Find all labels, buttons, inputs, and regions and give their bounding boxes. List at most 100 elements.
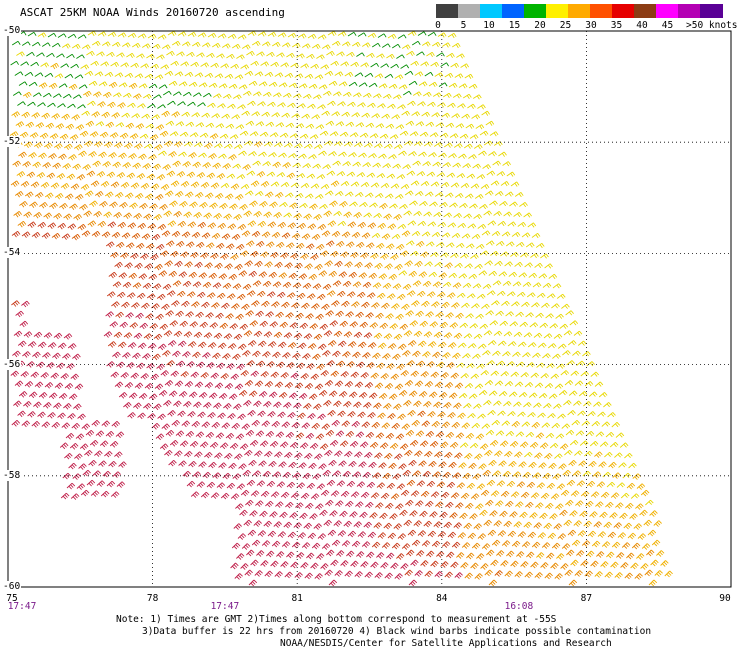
wind-barb (37, 221, 47, 229)
wind-barb (504, 191, 514, 197)
wind-barb (589, 440, 599, 447)
wind-barb (263, 141, 273, 147)
wind-barb (343, 211, 352, 218)
wind-barb (249, 131, 259, 137)
wind-barb (126, 52, 135, 59)
wind-barb (598, 392, 608, 398)
wind-barb (293, 522, 302, 529)
wind-barb (501, 231, 511, 237)
wind-barb (408, 579, 418, 587)
wind-barb (323, 519, 332, 527)
wind-barb (17, 101, 26, 106)
wind-barb (524, 571, 533, 579)
wind-barb (69, 203, 78, 210)
wind-barb (245, 240, 255, 247)
wind-barb (199, 321, 209, 329)
wind-barb (385, 123, 395, 129)
wind-barb (449, 133, 459, 139)
wind-barb (381, 43, 391, 48)
wind-barb (256, 51, 265, 57)
wind-barb (11, 419, 21, 427)
wind-barb (367, 222, 377, 229)
wind-barb (383, 333, 393, 340)
wind-barb (278, 392, 288, 399)
wind-barb (416, 51, 425, 56)
wind-barb (96, 480, 106, 487)
wind-barb (385, 432, 395, 440)
wind-barb (500, 560, 509, 567)
wind-barb (177, 31, 187, 37)
wind-barb (394, 74, 404, 80)
wind-barb (469, 323, 479, 329)
wind-barb (495, 240, 505, 247)
wind-barb (326, 170, 336, 176)
wind-barb (588, 391, 598, 397)
wind-barb (142, 282, 152, 290)
wind-barb (225, 313, 234, 320)
wind-barb (408, 80, 418, 86)
wind-barb (416, 550, 425, 557)
wind-barb (509, 511, 518, 518)
wind-barb (586, 550, 595, 558)
wind-barb (339, 510, 348, 518)
wind-barb (441, 42, 451, 48)
wind-barb (365, 122, 375, 128)
wind-barb (144, 383, 154, 390)
wind-barb (428, 271, 438, 278)
wind-barb (212, 93, 222, 99)
wind-barb (113, 212, 122, 219)
wind-barb (364, 192, 374, 198)
wind-barb (170, 60, 179, 67)
wind-barb (73, 403, 82, 411)
legend-tick: 40 (636, 20, 648, 31)
wind-barb (189, 440, 199, 448)
wind-barb (116, 172, 126, 179)
wind-barb (372, 352, 381, 360)
wind-barb (64, 452, 73, 460)
wind-barb (49, 202, 58, 209)
wind-barb (330, 370, 340, 378)
wind-barb (29, 201, 38, 208)
wind-barb (325, 429, 335, 437)
wind-barb (176, 51, 185, 57)
wind-barb (81, 110, 90, 116)
legend-tick: 45 (661, 20, 674, 31)
wind-barb (489, 510, 498, 517)
wind-barb (277, 531, 287, 538)
wind-barb (38, 152, 47, 160)
wind-barb (11, 40, 21, 46)
wind-barb (410, 559, 419, 567)
wind-barb (163, 140, 173, 148)
wind-barb (246, 479, 256, 487)
wind-barb (586, 480, 596, 488)
wind-barb (374, 382, 384, 390)
wind-barb (524, 382, 534, 388)
wind-barb (154, 383, 164, 391)
wind-barb (128, 272, 138, 280)
wind-barb (401, 110, 410, 116)
wind-barb (122, 92, 132, 98)
wind-barb (357, 411, 366, 419)
wind-barb (443, 402, 452, 409)
wind-barb (135, 242, 145, 250)
wind-barb (188, 460, 197, 468)
wind-barb (321, 230, 331, 237)
wind-barb (490, 180, 500, 186)
wind-barb (22, 91, 32, 99)
wind-barb (67, 343, 77, 350)
wind-barb (232, 353, 241, 361)
wind-barb (355, 122, 365, 128)
wind-barb (134, 193, 144, 200)
wind-barb (184, 191, 194, 198)
wind-barb (439, 441, 449, 449)
wind-barb (499, 201, 508, 207)
wind-barb (130, 62, 139, 69)
wind-barb (455, 242, 465, 249)
wind-barb (261, 300, 270, 308)
wind-barb (67, 223, 77, 230)
wind-barb (289, 322, 299, 329)
wind-barb (98, 81, 108, 87)
wind-barb (594, 571, 603, 578)
wind-barb (426, 550, 435, 558)
wind-barb (137, 412, 146, 420)
